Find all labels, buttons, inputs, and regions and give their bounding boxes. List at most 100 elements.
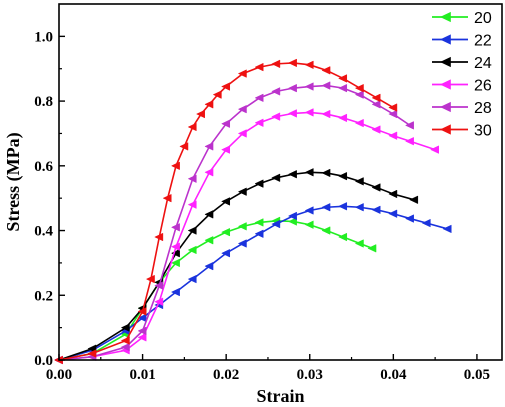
y-tick-label: 0.6 <box>34 159 53 175</box>
data-point <box>271 87 281 96</box>
data-point <box>170 258 180 268</box>
data-point <box>120 342 130 352</box>
legend-label: 24 <box>474 55 492 72</box>
data-point <box>304 60 314 70</box>
series-line <box>58 171 415 361</box>
data-point <box>321 226 331 235</box>
data-point <box>254 93 264 103</box>
data-point <box>254 218 264 227</box>
data-point <box>170 248 180 258</box>
x-axis-title: Strain <box>256 386 304 406</box>
data-point <box>170 161 180 171</box>
legend-marker <box>440 34 451 45</box>
data-point <box>170 242 180 251</box>
x-tick-label: 0.05 <box>464 367 490 383</box>
legend-marker <box>440 79 451 90</box>
x-tick-label: 0.03 <box>297 367 323 383</box>
y-tick-label: 0.0 <box>34 353 53 369</box>
legend: 20 22 24 26 28 30 <box>432 10 492 140</box>
data-point <box>187 174 197 183</box>
data-point <box>304 108 314 117</box>
legend-marker <box>440 11 451 23</box>
data-point <box>354 90 364 99</box>
data-point <box>287 83 297 93</box>
data-point <box>221 197 231 206</box>
series-line <box>58 111 436 361</box>
data-point <box>137 326 147 336</box>
data-point <box>321 168 331 178</box>
data-point <box>421 218 431 228</box>
series-26 <box>53 108 439 365</box>
data-point <box>338 232 348 242</box>
data-point <box>221 119 231 128</box>
data-point <box>196 109 205 119</box>
series-30 <box>53 58 398 365</box>
x-tick-label: 0.00 <box>46 367 72 383</box>
data-point <box>321 81 331 90</box>
data-point <box>170 223 180 232</box>
data-point <box>154 232 164 242</box>
data-point <box>254 179 264 188</box>
data-point <box>221 145 231 154</box>
data-point <box>367 244 377 253</box>
data-point <box>338 74 348 83</box>
data-point <box>221 227 231 237</box>
legend-entry: 30 <box>432 123 492 140</box>
data-point <box>271 219 281 229</box>
data-point <box>371 205 381 215</box>
data-point <box>187 226 197 235</box>
data-point <box>187 200 197 209</box>
y-tick-label: 1.0 <box>34 29 53 45</box>
legend-label: 28 <box>474 100 492 117</box>
x-tick-label: 0.01 <box>129 367 155 383</box>
data-point <box>388 131 398 140</box>
series-line <box>58 220 373 361</box>
data-point <box>237 129 247 138</box>
y-axis-title: Stress (MPa) <box>3 132 24 231</box>
data-point <box>287 211 297 221</box>
series-20 <box>53 216 377 365</box>
data-point <box>354 239 364 248</box>
data-point <box>371 93 381 103</box>
data-point <box>237 239 247 248</box>
data-point <box>254 229 264 239</box>
data-point <box>154 281 164 290</box>
legend-entry: 26 <box>432 78 492 95</box>
data-point <box>388 189 398 199</box>
data-point <box>287 217 297 226</box>
data-point <box>371 100 381 109</box>
series-line <box>58 205 448 361</box>
data-point <box>237 104 247 114</box>
data-point <box>204 168 214 177</box>
data-point <box>187 245 197 255</box>
data-point <box>237 69 247 78</box>
data-point <box>338 171 348 181</box>
data-point <box>254 118 264 127</box>
data-point <box>354 83 364 93</box>
data-point <box>87 349 97 358</box>
y-tick-label: 0.4 <box>34 224 53 240</box>
data-point <box>371 125 381 134</box>
data-point <box>271 112 281 121</box>
legend-marker <box>440 101 451 113</box>
legend-entry: 24 <box>432 55 492 72</box>
data-point <box>187 122 197 132</box>
legend-entry: 22 <box>432 33 492 50</box>
series-line <box>58 84 411 361</box>
data-point <box>221 248 231 258</box>
series-22 <box>53 202 452 365</box>
data-point <box>237 187 247 196</box>
legend-label: 22 <box>474 33 492 50</box>
data-point <box>371 183 381 192</box>
data-point <box>170 287 180 297</box>
x-tick-label: 0.02 <box>213 367 239 383</box>
data-point <box>120 323 130 332</box>
data-point <box>204 142 214 151</box>
data-point <box>404 137 414 146</box>
data-point <box>137 333 147 342</box>
legend-label: 30 <box>474 123 492 140</box>
data-point <box>145 274 155 284</box>
plot-area-frame <box>58 3 503 361</box>
data-point <box>287 109 297 118</box>
